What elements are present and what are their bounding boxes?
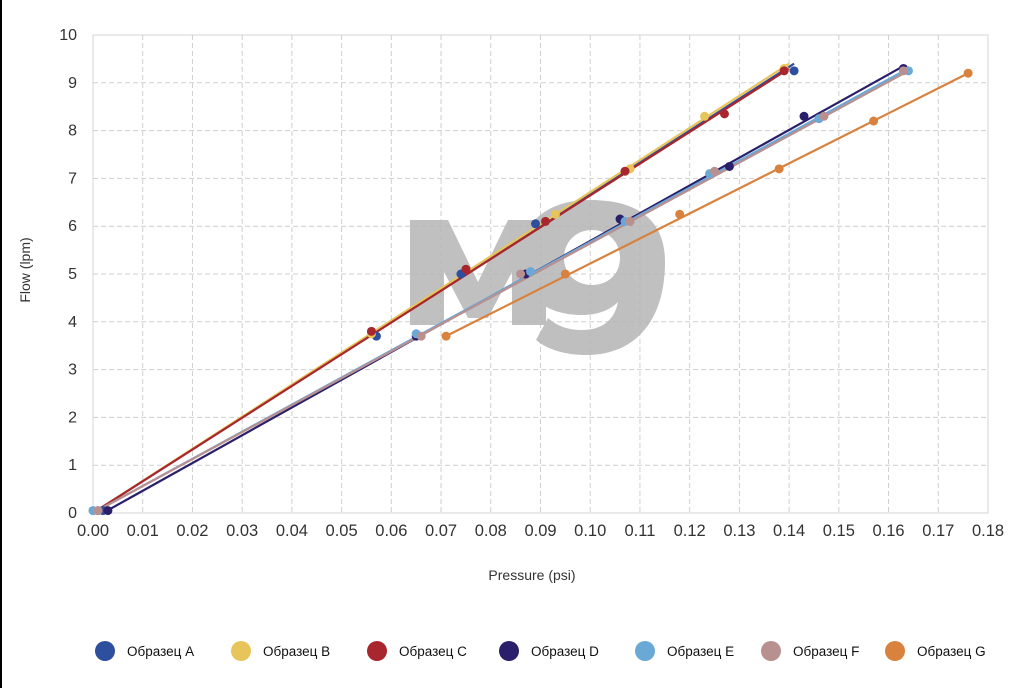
legend-marker <box>885 641 905 661</box>
trendline-series-6 <box>445 72 969 338</box>
legend-item: Образец B <box>231 641 330 661</box>
x-tick-label: 0.09 <box>524 522 556 540</box>
x-tick-label: 0.07 <box>425 522 457 540</box>
x-tick-label: 0.17 <box>922 522 954 540</box>
legend-label: Образец G <box>917 644 986 659</box>
x-axis-title: Pressure (psi) <box>488 567 575 583</box>
y-tick-label: 5 <box>68 266 77 283</box>
y-tick-label: 0 <box>68 505 77 522</box>
data-point-series-6 <box>675 209 685 219</box>
legend-marker <box>635 641 655 661</box>
legend-item: Образец G <box>885 641 986 661</box>
y-axis-title: Flow (lpm) <box>17 237 33 302</box>
data-point-series-2 <box>719 109 729 119</box>
x-tick-label: 0.04 <box>276 522 308 540</box>
left-border <box>0 0 2 688</box>
data-point-series-3 <box>724 161 734 171</box>
legend-marker <box>95 641 115 661</box>
y-tick-label: 9 <box>68 75 77 92</box>
data-point-series-6 <box>963 68 973 78</box>
y-axis-ticks: 0 1 2 3 4 5 6 7 8 9 10 <box>59 27 77 522</box>
legend: Образец A Образец B Образец C Образец D Обра… <box>95 641 986 661</box>
data-point-series-5 <box>625 216 635 226</box>
legend-label: Образец D <box>531 644 599 659</box>
data-point-series-6 <box>774 164 784 174</box>
trendline-series-2 <box>92 67 790 514</box>
legend-label: Образец C <box>399 644 467 659</box>
x-tick-label: 0.15 <box>823 522 855 540</box>
legend-label: Образец E <box>667 644 734 659</box>
legend-marker <box>231 641 251 661</box>
x-tick-label: 0.12 <box>674 522 706 540</box>
legend-marker <box>761 641 781 661</box>
legend-item: Образец A <box>95 641 194 661</box>
y-tick-label: 3 <box>68 362 77 379</box>
x-tick-label: 0.06 <box>375 522 407 540</box>
x-tick-label: 0.11 <box>624 522 655 540</box>
data-point-series-4 <box>526 267 536 277</box>
trendline-series-5 <box>92 69 909 514</box>
legend-label: Образец F <box>793 644 859 659</box>
y-tick-label: 2 <box>68 409 77 426</box>
data-point-series-5 <box>710 166 720 176</box>
data-point-series-3 <box>103 506 113 516</box>
data-point-series-5 <box>416 331 426 341</box>
data-point-series-2 <box>779 66 789 76</box>
data-point-series-5 <box>898 66 908 76</box>
x-tick-label: 0.01 <box>127 522 159 540</box>
data-point-series-5 <box>93 506 103 516</box>
data-point-group <box>88 63 973 516</box>
legend-marker <box>367 641 387 661</box>
legend-marker <box>499 641 519 661</box>
y-tick-label: 4 <box>68 314 77 331</box>
data-point-series-2 <box>461 264 471 274</box>
legend-item: Образец F <box>761 641 859 661</box>
y-tick-label: 1 <box>68 457 77 474</box>
x-tick-label: 0.13 <box>723 522 755 540</box>
data-point-series-6 <box>441 331 451 341</box>
legend-item: Образец E <box>635 641 734 661</box>
x-tick-label: 0.10 <box>574 522 606 540</box>
legend-item: Образец C <box>367 641 467 661</box>
x-axis-ticks: 0.00 0.01 0.02 0.03 0.04 0.05 0.06 0.07 0.08 0.09… <box>77 522 1004 540</box>
legend-item: Образец D <box>499 641 599 661</box>
x-tick-label: 0.18 <box>972 522 1004 540</box>
data-point-series-3 <box>799 111 809 121</box>
data-point-series-5 <box>516 269 526 279</box>
x-tick-label: 0.16 <box>872 522 904 540</box>
data-point-series-6 <box>560 269 570 279</box>
data-point-series-1 <box>700 111 710 121</box>
data-point-series-0 <box>531 219 541 229</box>
legend-label: Образец B <box>263 644 330 659</box>
y-tick-label: 7 <box>68 170 77 187</box>
legend-label: Образец A <box>127 644 194 659</box>
y-tick-label: 8 <box>68 123 77 140</box>
data-point-series-1 <box>550 209 560 219</box>
y-tick-label: 6 <box>68 218 77 235</box>
data-point-series-2 <box>366 326 376 336</box>
x-tick-label: 0.03 <box>226 522 258 540</box>
x-tick-label: 0.08 <box>475 522 507 540</box>
data-point-series-2 <box>540 216 550 226</box>
x-tick-label: 0.00 <box>77 522 109 540</box>
x-tick-label: 0.14 <box>773 522 805 540</box>
trendline-group <box>92 62 969 514</box>
y-tick-label: 10 <box>59 27 77 44</box>
grid-lines <box>93 35 988 513</box>
x-tick-label: 0.05 <box>326 522 358 540</box>
data-point-series-6 <box>869 116 879 126</box>
data-point-series-0 <box>789 66 799 76</box>
data-point-series-5 <box>819 111 829 121</box>
data-point-series-2 <box>620 166 630 176</box>
x-tick-label: 0.02 <box>176 522 208 540</box>
